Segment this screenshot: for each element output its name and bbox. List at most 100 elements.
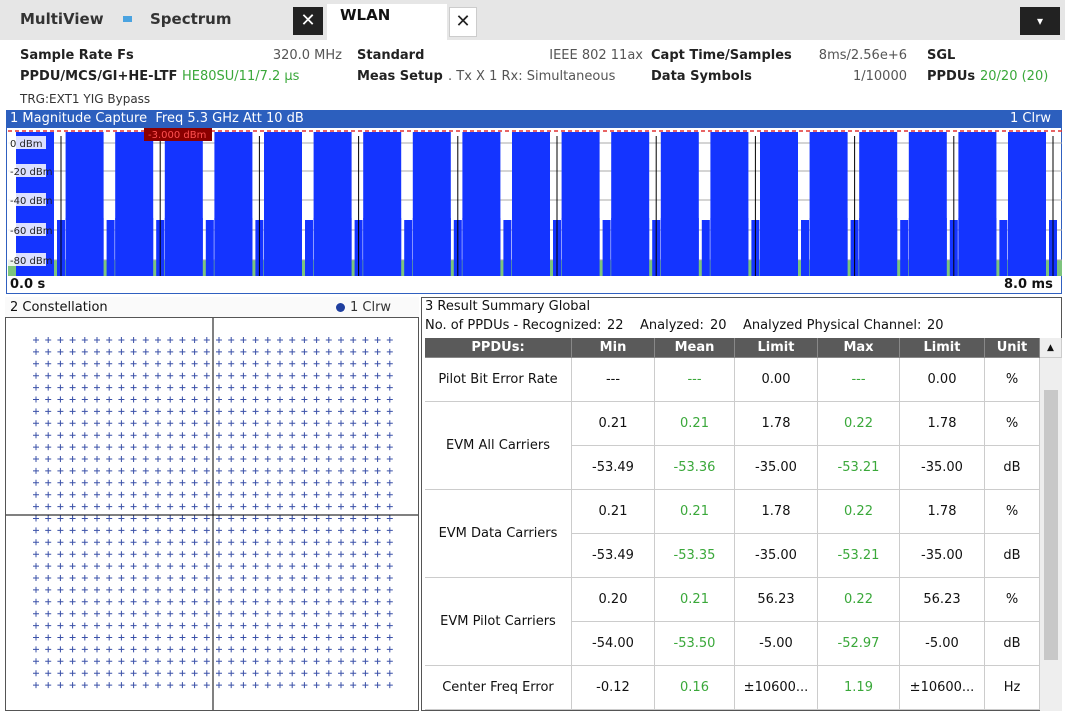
info-value: IEEE 802 11ax [549,48,643,63]
result-cell: ±10600... [735,666,818,710]
short-burst [305,220,313,276]
info-value: HE80SU/11/7.2 µs [182,69,300,84]
dropdown-button[interactable]: ▾ [1020,7,1060,35]
threshold-label: -3.000 dBm [148,130,206,141]
column-header: Limit [735,338,818,358]
result-cell: --- [818,358,900,402]
result-cell: 1.78 [735,402,818,446]
burst-tail [214,218,253,276]
info-label: Standard [357,48,425,63]
y-label-bg [8,253,46,266]
spectrum-tab[interactable]: Spectrum [150,10,232,28]
burst-tail [115,218,154,276]
short-burst [801,220,809,276]
y-label-bg [8,193,46,206]
result-cell: 0.21 [572,402,655,446]
short-burst [701,220,710,276]
result-cell: Hz [985,666,1040,710]
burst-tail [313,218,352,276]
result-cell: 0.00 [735,358,818,402]
result-cell: 1.78 [900,402,985,446]
pane-title: 3 Result Summary Global [425,299,591,314]
result-cell: dB [985,622,1040,666]
burst-tail [264,218,302,276]
result-cell: -0.12 [572,666,655,710]
burst-tail [1008,218,1046,276]
short-burst [503,220,512,276]
y-label-bg [8,164,46,177]
constellation-points [33,337,393,689]
trace-label: 1 Clrw [350,300,392,315]
count-value: 20 [710,318,727,333]
close-button[interactable]: ✕ [293,7,323,35]
burst-tail [908,218,947,276]
burst-tail [611,218,650,276]
row-label: EVM Data Carriers [425,490,572,578]
info-value: 8ms/2.56e+6 [818,48,907,63]
info-label: SGL [927,48,956,63]
result-cell: 0.21 [655,578,735,622]
burst-tail [412,218,451,276]
burst-tail [710,218,749,276]
result-cell: % [985,490,1040,534]
row-label: Pilot Bit Error Rate [425,358,572,402]
result-cell: 0.22 [818,402,900,446]
app-tab[interactable]: MultiView [20,10,104,28]
result-cell: 1.19 [818,666,900,710]
y-label: 0 dBm [10,139,43,150]
active-tab [327,4,447,40]
column-header: Limit [900,338,985,358]
pane-header [6,110,1062,128]
count-value: 20 [927,318,944,333]
info-label: Data Symbols [651,69,752,84]
burst-tail [512,218,550,276]
result-cell: -35.00 [735,534,818,578]
result-cell: -35.00 [900,534,985,578]
result-cell: dB [985,446,1040,490]
result-cell: % [985,578,1040,622]
result-cell: ±10600... [900,666,985,710]
result-cell: 0.16 [655,666,735,710]
short-burst [900,220,909,276]
scroll-up: ▲ [1040,338,1062,358]
result-cell: 56.23 [735,578,818,622]
info-value: 320.0 MHz [272,48,342,63]
pane-title: 1 Magnitude Capture Freq 5.3 GHz Att 10 … [10,111,304,126]
result-cell: --- [572,358,655,402]
row-label: Center Freq Error [425,666,572,710]
result-table: PPDUs: Min Mean Limit Max Limit Unit ▲ Pilot Bit… [425,338,1062,711]
result-cell: --- [655,358,735,402]
info-label: Sample Rate Fs [20,48,134,63]
result-cell: -53.21 [818,446,900,490]
result-cell: -54.00 [572,622,655,666]
result-cell: 0.21 [655,402,735,446]
result-cell: -53.36 [655,446,735,490]
magnitude-plot: -3.000 dBm 0 dBm -20 dBm -40 dBm -60 dBm -80 … [8,128,1062,276]
burst-tail [859,218,898,276]
burst-tail [164,218,203,276]
result-cell: -53.49 [572,534,655,578]
row-label: EVM Pilot Carriers [425,578,572,666]
y-label: -40 dBm [10,196,52,207]
result-cell: -53.21 [818,534,900,578]
trigger-info: TRG:EXT1 YIG Bypass [20,92,151,106]
short-burst [999,220,1008,276]
info-value: 20/20 (20) [980,69,1049,84]
column-header: PPDUs: [425,338,572,358]
x-end-label: 8.0 ms [1004,277,1053,292]
result-cell: 0.22 [818,578,900,622]
info-value: . Tx X 1 Rx: Simultaneous [448,69,616,84]
result-cell: -5.00 [900,622,985,666]
wlan-tab[interactable]: WLAN [340,6,391,24]
pane-title: 2 Constellation [10,300,108,315]
result-cell: 0.21 [655,490,735,534]
scrollbar-thumb[interactable] [1044,390,1058,660]
burst-tail [65,218,104,276]
result-cell: 0.21 [572,490,655,534]
burst-tail [363,218,402,276]
close-button[interactable]: ✕ [449,7,477,37]
result-cell: 0.22 [818,490,900,534]
y-label-bg [8,223,46,236]
column-header: Min [572,338,655,358]
